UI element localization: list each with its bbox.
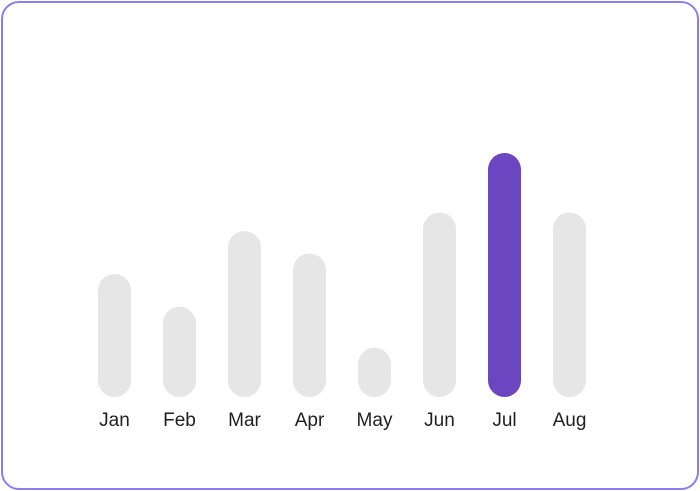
tick-label-apr: Apr (295, 410, 325, 431)
tick-label-mar: Mar (228, 410, 261, 431)
bar-jul (488, 153, 521, 397)
tick-labels-group: Jan Feb Mar Apr May Jun Jul Aug (99, 410, 586, 431)
bar-feb (163, 306, 196, 397)
bar-mar (228, 230, 261, 397)
bars-group (98, 153, 586, 397)
tick-label-jan: Jan (99, 410, 130, 431)
tick-label-aug: Aug (553, 410, 587, 431)
tick-label-jul: Jul (492, 410, 516, 431)
bar-jun (423, 212, 456, 397)
bar-jan (98, 274, 131, 397)
tick-label-may: May (357, 410, 393, 431)
tick-label-feb: Feb (163, 410, 196, 431)
bar-aug (553, 212, 586, 397)
bar-apr (293, 253, 326, 397)
tick-label-jun: Jun (424, 410, 455, 431)
bar-may (358, 347, 391, 397)
